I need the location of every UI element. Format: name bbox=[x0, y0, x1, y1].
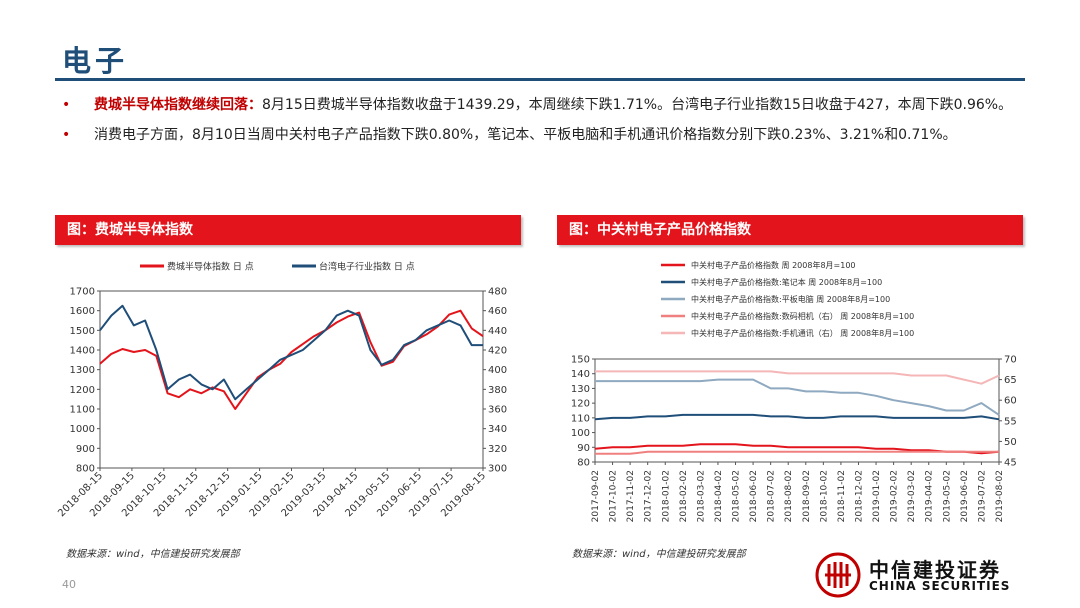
y2-tick-label: 460 bbox=[488, 306, 507, 317]
chart1-source: 数据来源：wind，中信建投研究发展部 bbox=[66, 549, 240, 560]
x-tick-label: 2018-10-02 bbox=[819, 470, 829, 522]
series-line-0 bbox=[594, 443, 1000, 455]
x-tick-label: 2018-12-02 bbox=[854, 470, 864, 522]
y-tick-label: 80 bbox=[577, 458, 590, 469]
x-tick-label: 2019-06-02 bbox=[960, 470, 970, 522]
x-tick-label: 2019-07-02 bbox=[977, 470, 987, 522]
x-tick-label: 2019-08-02 bbox=[995, 470, 1005, 522]
citic-logo-icon bbox=[815, 552, 861, 598]
y2-tick-label: 70 bbox=[1004, 355, 1017, 366]
sox-chart: 800 900 1000 1100 1200 1300 1400 1500 1600 1700 30… bbox=[56, 261, 507, 520]
bullet-lead: 费城半导体指数继续回落： bbox=[94, 97, 262, 113]
y-tick-label: 1200 bbox=[70, 385, 95, 396]
logo-english-text: CHINA SECURITIES bbox=[869, 579, 1011, 593]
legend-label-0: 费城半导体指数 日 点 bbox=[167, 261, 254, 273]
series-line-2 bbox=[595, 378, 1000, 416]
logo-chinese-text: 中信建投证券 bbox=[869, 558, 1001, 582]
legend-label-3: 中关村电子产品价格指数:数码相机（右） 周 2008年8月=100 bbox=[691, 311, 914, 321]
y-tick-label: 100 bbox=[571, 428, 590, 439]
y2-tick-label: 360 bbox=[488, 405, 507, 416]
y-tick-label: 150 bbox=[571, 355, 590, 366]
y2-tick-label: 50 bbox=[1004, 437, 1017, 448]
title-divider bbox=[55, 78, 1025, 81]
legend-label-1: 台湾电子行业指数 日 点 bbox=[319, 261, 415, 273]
y2-tick-label: 320 bbox=[488, 444, 507, 455]
y2-tick-label: 65 bbox=[1004, 375, 1017, 386]
chart2-source: 数据来源：wind，中信建投研究发展部 bbox=[572, 549, 746, 560]
bullet-list: • 费城半导体指数继续回落：8月15日费城半导体指数收盘于1439.29，本周继… bbox=[62, 92, 1032, 152]
series-line-0 bbox=[99, 309, 484, 410]
bullet-text: 8月15日费城半导体指数收盘于1439.29，本周继续下跌1.71%。台湾电子行… bbox=[262, 97, 1013, 113]
plot-frame bbox=[99, 290, 484, 469]
y2-tick-label: 60 bbox=[1004, 396, 1017, 407]
x-tick-label: 2017-10-02 bbox=[609, 470, 619, 522]
x-tick-label: 2018-03-02 bbox=[696, 470, 706, 522]
x-tick-label: 2019-01-02 bbox=[872, 470, 882, 522]
legend-label-1: 中关村电子产品价格指数:笔记本 周 2008年8月=100 bbox=[691, 277, 882, 287]
y-tick-label: 1300 bbox=[70, 365, 95, 376]
y-tick-label: 120 bbox=[571, 399, 590, 410]
y2-tick-label: 480 bbox=[488, 287, 507, 298]
chart1-panel-title: 图：费城半导体指数 bbox=[55, 215, 521, 245]
x-tick-label: 2018-07-02 bbox=[767, 470, 777, 522]
y-tick-label: 1100 bbox=[70, 405, 95, 416]
y-tick-label: 140 bbox=[571, 369, 590, 380]
page-number: 40 bbox=[62, 578, 76, 591]
series-line-1 bbox=[594, 413, 1000, 421]
x-tick-label: 2018-05-02 bbox=[732, 470, 742, 522]
x-tick-label: 2018-08-02 bbox=[784, 470, 794, 522]
x-tick-label: 2018-06-02 bbox=[749, 470, 759, 522]
y-tick-label: 1000 bbox=[70, 424, 95, 435]
legend-label-2: 中关村电子产品价格指数:平板电脑 周 2008年8月=100 bbox=[691, 294, 890, 304]
x-tick-label: 2018-11-02 bbox=[837, 470, 847, 522]
y-tick-label: 1700 bbox=[70, 287, 95, 298]
y2-tick-label: 440 bbox=[488, 326, 507, 337]
bullet-dot-icon: • bbox=[62, 97, 71, 113]
y2-tick-label: 380 bbox=[488, 385, 507, 396]
x-tick-label: 2017-11-02 bbox=[626, 470, 636, 522]
bullet-text: 消费电子方面，8月10日当周中关村电子产品指数下跌0.80%，笔记本、平板电脑和… bbox=[94, 127, 957, 143]
series-line-3 bbox=[595, 450, 999, 455]
y-tick-label: 800 bbox=[76, 464, 95, 475]
legend-label-0: 中关村电子产品价格指数 周 2008年8月=100 bbox=[691, 260, 856, 270]
company-logo: 中信建投证券 CHINA SECURITIES bbox=[815, 552, 1040, 598]
plot-frame bbox=[594, 358, 1000, 463]
bullet-item-semiconductor: • 费城半导体指数继续回落：8月15日费城半导体指数收盘于1439.29，本周继… bbox=[62, 92, 1032, 119]
x-tick-label: 2018-09-02 bbox=[802, 470, 812, 522]
x-tick-label: 2019-05-02 bbox=[942, 470, 952, 522]
page-title: 电子 bbox=[62, 44, 129, 78]
y-tick-label: 1500 bbox=[70, 326, 95, 337]
y2-tick-label: 340 bbox=[488, 424, 507, 435]
y2-tick-label: 55 bbox=[1004, 416, 1017, 427]
y-tick-label: 1400 bbox=[70, 346, 95, 357]
x-tick-label: 2017-12-02 bbox=[644, 470, 654, 522]
y2-tick-label: 400 bbox=[488, 365, 507, 376]
bullet-item-consumer: • 消费电子方面，8月10日当周中关村电子产品指数下跌0.80%，笔记本、平板电… bbox=[62, 122, 1032, 149]
series-line-1 bbox=[99, 304, 483, 401]
y2-tick-label: 45 bbox=[1004, 458, 1017, 469]
zgc-chart: 80 90 100 110 120 130 140 150 45 50 55 60 65 70 2017-0… bbox=[571, 260, 1017, 522]
y2-tick-label: 300 bbox=[488, 464, 507, 475]
x-tick-label: 2019-03-02 bbox=[907, 470, 917, 522]
chart2-panel-title: 图：中关村电子产品价格指数 bbox=[557, 215, 1023, 245]
y-tick-label: 90 bbox=[577, 443, 590, 454]
x-tick-label: 2019-04-02 bbox=[925, 470, 935, 522]
y-tick-label: 110 bbox=[571, 413, 590, 424]
y-tick-label: 130 bbox=[571, 384, 590, 395]
x-tick-label: 2018-02-02 bbox=[679, 470, 689, 522]
y-tick-label: 900 bbox=[76, 444, 95, 455]
x-tick-label: 2018-01-02 bbox=[661, 470, 671, 522]
y-tick-label: 1600 bbox=[70, 306, 95, 317]
x-tick-label: 2019-02-02 bbox=[890, 470, 900, 522]
bullet-dot-icon: • bbox=[62, 127, 71, 143]
series-line-4 bbox=[595, 370, 1000, 385]
x-tick-label: 2018-04-02 bbox=[714, 470, 724, 522]
y2-tick-label: 420 bbox=[488, 346, 507, 357]
x-tick-label: 2017-09-02 bbox=[591, 470, 601, 522]
legend-label-4: 中关村电子产品价格指数:手机通讯（右） 周 2008年8月=100 bbox=[691, 328, 914, 338]
